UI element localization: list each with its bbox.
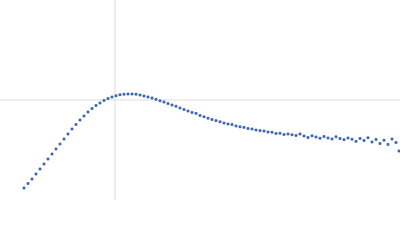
data-point bbox=[162, 100, 166, 104]
data-point bbox=[102, 99, 106, 102]
data-point bbox=[106, 97, 110, 100]
data-point bbox=[334, 135, 338, 139]
data-point bbox=[250, 127, 254, 131]
data-point bbox=[394, 141, 398, 144]
data-point bbox=[314, 135, 318, 139]
data-point bbox=[274, 132, 278, 135]
data-point bbox=[282, 133, 286, 136]
chart bbox=[0, 0, 400, 200]
data-point bbox=[262, 129, 266, 133]
data-point bbox=[322, 135, 326, 138]
data-point bbox=[22, 186, 26, 190]
data-point bbox=[286, 132, 290, 136]
data-point bbox=[294, 134, 298, 137]
data-point bbox=[138, 93, 142, 97]
data-point bbox=[238, 125, 242, 129]
data-point bbox=[330, 137, 334, 141]
data-point bbox=[142, 94, 146, 98]
data-point bbox=[358, 137, 362, 140]
data-point bbox=[326, 136, 330, 140]
data-point bbox=[62, 137, 66, 141]
data-point bbox=[218, 120, 222, 124]
data-point bbox=[350, 137, 354, 141]
data-point bbox=[38, 167, 42, 171]
data-point bbox=[26, 182, 30, 185]
data-point bbox=[214, 119, 218, 123]
data-point bbox=[158, 99, 162, 103]
data-point bbox=[154, 97, 158, 101]
data-point bbox=[66, 132, 70, 136]
data-point bbox=[122, 92, 126, 96]
data-point bbox=[270, 130, 274, 134]
data-point bbox=[58, 142, 62, 146]
data-point bbox=[354, 139, 358, 143]
data-point bbox=[34, 172, 38, 176]
data-point bbox=[170, 103, 174, 107]
data-point bbox=[178, 106, 182, 110]
data-point bbox=[186, 109, 190, 113]
data-point bbox=[346, 136, 350, 140]
data-point bbox=[194, 111, 198, 115]
data-point bbox=[202, 115, 206, 119]
data-point bbox=[198, 114, 202, 117]
data-point bbox=[206, 116, 210, 120]
data-point bbox=[366, 136, 370, 140]
data-point bbox=[86, 110, 90, 114]
data-point bbox=[382, 138, 386, 142]
data-point bbox=[90, 107, 94, 110]
data-point bbox=[174, 104, 178, 108]
data-point bbox=[74, 123, 78, 126]
data-point bbox=[290, 133, 294, 137]
data-point bbox=[182, 108, 186, 111]
data-point bbox=[234, 124, 238, 128]
data-point bbox=[342, 138, 346, 142]
data-point bbox=[126, 92, 130, 96]
data-point bbox=[318, 136, 322, 140]
data-point bbox=[310, 134, 314, 138]
data-point bbox=[298, 132, 302, 136]
data-point bbox=[110, 95, 114, 99]
data-point bbox=[386, 142, 390, 146]
data-point bbox=[98, 101, 102, 105]
data-point bbox=[94, 104, 98, 107]
data-point bbox=[222, 121, 226, 125]
data-point bbox=[378, 142, 382, 145]
data-point bbox=[374, 138, 378, 141]
data-point bbox=[362, 139, 366, 142]
data-point bbox=[50, 152, 54, 156]
data-point bbox=[397, 149, 400, 153]
data-point bbox=[150, 96, 154, 100]
data-point bbox=[230, 123, 234, 126]
data-point bbox=[130, 92, 134, 96]
data-point bbox=[390, 137, 394, 141]
data-point bbox=[306, 136, 310, 139]
data-point bbox=[246, 127, 250, 130]
data-point bbox=[166, 102, 170, 105]
data-point bbox=[46, 157, 50, 161]
data-point bbox=[30, 177, 34, 181]
data-point bbox=[302, 134, 306, 138]
data-point bbox=[118, 93, 122, 97]
data-point bbox=[54, 147, 58, 151]
data-point bbox=[266, 130, 270, 134]
data-point bbox=[370, 140, 374, 144]
data-point bbox=[278, 131, 282, 135]
data-point bbox=[82, 114, 86, 118]
data-point bbox=[242, 125, 246, 129]
data-point bbox=[210, 118, 214, 121]
data-point bbox=[146, 95, 150, 99]
data-point bbox=[338, 137, 342, 140]
data-point bbox=[190, 111, 194, 114]
data-point bbox=[226, 122, 230, 126]
data-point bbox=[78, 118, 82, 122]
data-point bbox=[42, 162, 46, 166]
data-point bbox=[70, 127, 74, 131]
data-point bbox=[254, 128, 258, 132]
data-point bbox=[134, 92, 138, 96]
data-point bbox=[114, 94, 118, 98]
data-point bbox=[258, 129, 262, 133]
